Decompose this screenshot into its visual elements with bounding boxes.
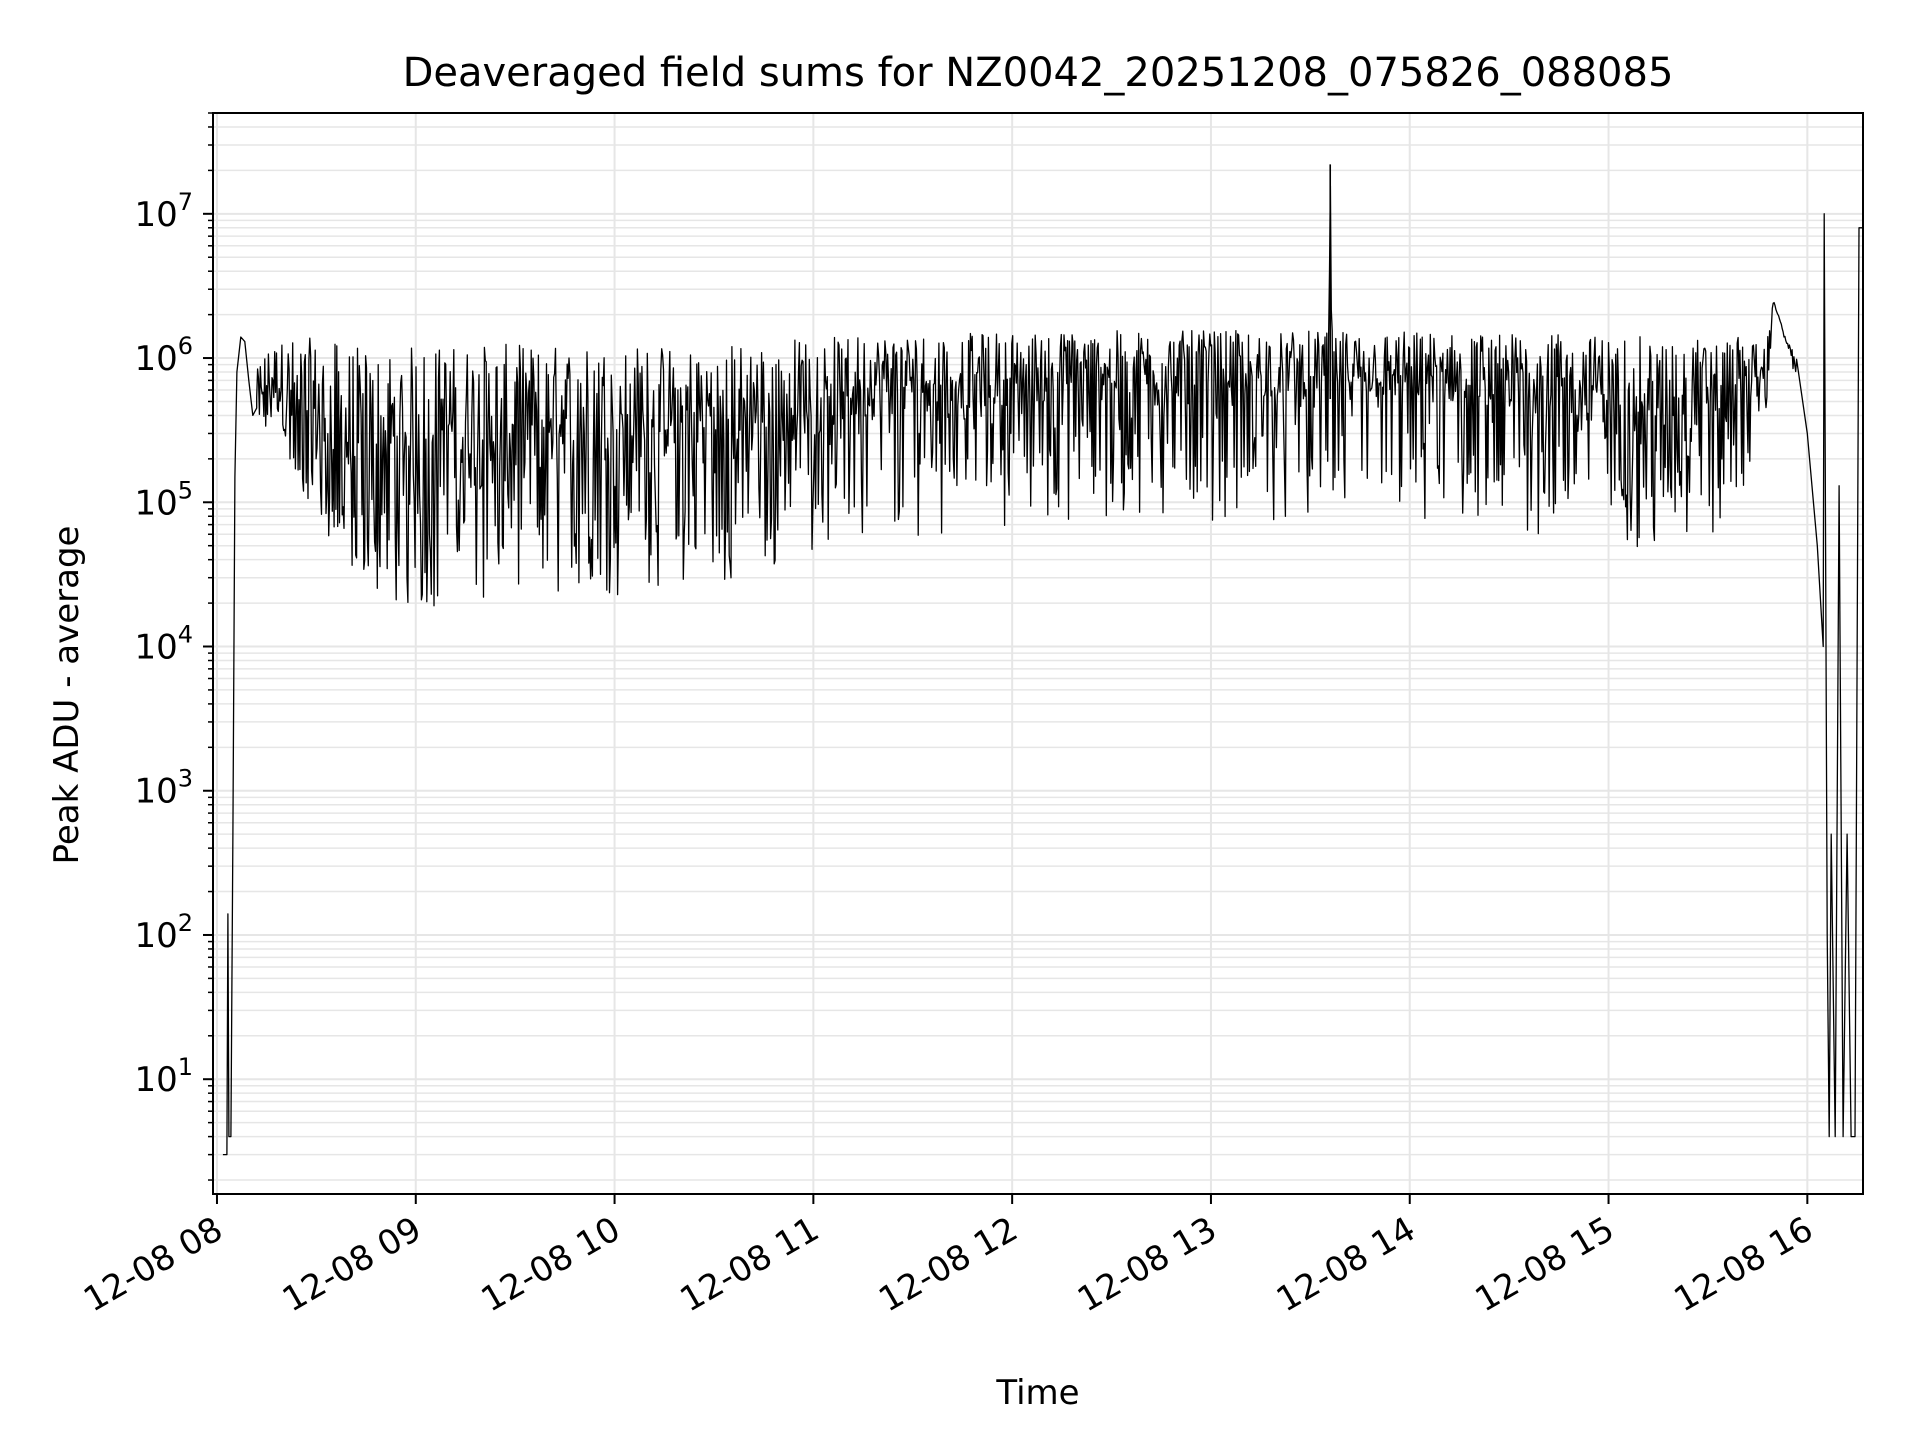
y-tick-label: 106: [134, 332, 193, 379]
y-tick-label: 107: [134, 188, 193, 235]
y-tick-label: 101: [134, 1053, 193, 1100]
grid: [213, 112, 1863, 1194]
chart-title: Deaveraged field sums for NZ0042_2025120…: [403, 50, 1674, 96]
x-axis-label: Time: [995, 1373, 1079, 1413]
y-tick-label: 103: [134, 765, 193, 812]
y-tick-label: 104: [134, 621, 193, 668]
y-axis-label: Peak ADU - average: [47, 526, 87, 865]
series-line: [222, 185, 1863, 1156]
y-tick-label: 105: [134, 476, 193, 523]
y-tick-label: 102: [134, 909, 193, 956]
y-axis: 101 102 103 104 105 106 107: [134, 112, 213, 1181]
series-layer: [222, 164, 1863, 1156]
